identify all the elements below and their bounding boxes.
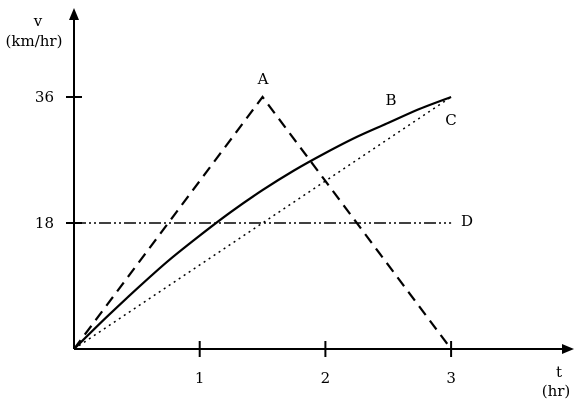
series-A-line [73,95,452,350]
x-axis-unit: (hr) [542,382,571,400]
axes: 1 2 3 18 36 [35,8,574,387]
series-D-label: D [461,212,473,230]
series-B-label: B [385,91,396,109]
y-tick-label: 18 [35,214,54,232]
y-axis-arrow [69,8,79,20]
x-tick-label: 1 [195,369,205,387]
y-axis-unit: (km/hr) [6,32,63,50]
x-tick-label: 3 [446,369,456,387]
y-tick-label: 36 [35,88,54,106]
series-C-label: C [445,111,456,129]
series-B-line [73,95,452,350]
x-axis-label: t [556,363,562,381]
series-layer [73,95,452,350]
y-axis-label: v [33,12,43,30]
series-A-label: A [257,70,269,88]
labels-layer: v (km/hr) t (hr) A B C D [6,12,571,400]
x-tick-label: 2 [321,369,331,387]
x-axis-arrow [562,344,574,354]
